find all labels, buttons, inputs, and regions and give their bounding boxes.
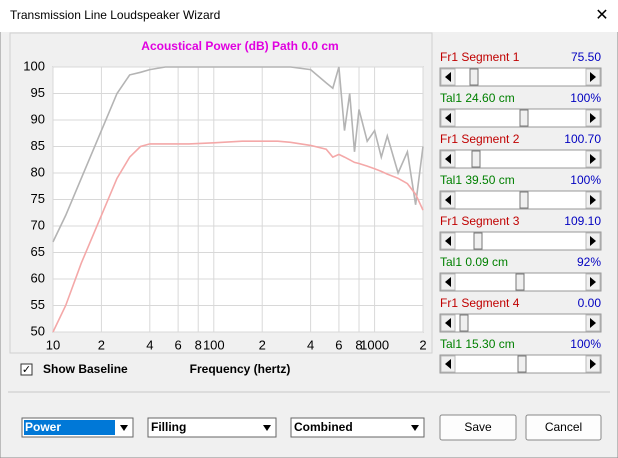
slider-label: Fr1 Segment 2 bbox=[440, 132, 520, 146]
dropdown[interactable] bbox=[290, 417, 425, 438]
x-axis-label: Frequency (hertz) bbox=[190, 362, 291, 376]
slider-thumb[interactable] bbox=[459, 314, 469, 332]
y-tick-label: 80 bbox=[31, 164, 45, 179]
slider-label: Fr1 Segment 1 bbox=[440, 50, 520, 64]
arrow-icon bbox=[590, 72, 596, 82]
arrow-icon bbox=[445, 72, 451, 82]
slider-label: Fr1 Segment 3 bbox=[440, 214, 520, 228]
y-tick-label: 85 bbox=[31, 138, 45, 153]
slider-value: 75.50 bbox=[571, 50, 601, 64]
x-tick-label: 8 bbox=[195, 337, 202, 352]
slider-value: 100% bbox=[570, 173, 601, 187]
dropdown-value: Combined bbox=[294, 420, 353, 434]
y-tick-label: 70 bbox=[31, 217, 45, 232]
arrow-icon bbox=[445, 113, 451, 123]
slider-label: Tal1 39.50 cm bbox=[440, 173, 515, 187]
x-tick-label: 100 bbox=[203, 337, 225, 352]
x-tick-label: 6 bbox=[175, 337, 182, 352]
slider-thumb[interactable] bbox=[471, 150, 481, 168]
x-tick-label: 2 bbox=[98, 337, 105, 352]
slider-label: Fr1 Segment 4 bbox=[440, 296, 520, 310]
dropdown-arrow bbox=[120, 425, 128, 431]
arrow-icon bbox=[590, 195, 596, 205]
slider-thumb[interactable] bbox=[515, 273, 525, 291]
window-title: Transmission Line Loudspeaker Wizard bbox=[10, 8, 220, 22]
chart-title: Acoustical Power (dB) Path 0.0 cm bbox=[141, 39, 338, 53]
y-tick-label: 60 bbox=[31, 270, 45, 285]
y-tick-label: 55 bbox=[31, 297, 45, 312]
dropdown-arrow bbox=[411, 425, 419, 431]
slider-value: 100.70 bbox=[564, 132, 601, 146]
button[interactable] bbox=[439, 414, 517, 441]
dropdown-selection bbox=[24, 420, 115, 435]
x-tick-label: 2 bbox=[259, 337, 266, 352]
button[interactable] bbox=[525, 414, 602, 441]
arrow-icon bbox=[590, 236, 596, 246]
slider-track[interactable] bbox=[439, 313, 602, 333]
slider-value: 100% bbox=[570, 337, 601, 351]
y-tick-label: 50 bbox=[31, 323, 45, 338]
arrow-icon bbox=[445, 154, 451, 164]
dropdown-value: Power bbox=[25, 420, 61, 434]
dropdown-value: Filling bbox=[151, 420, 186, 434]
x-tick-label: 1000 bbox=[360, 337, 389, 352]
x-tick-label: 4 bbox=[146, 337, 153, 352]
dropdown[interactable] bbox=[147, 417, 277, 438]
slider-label: Tal1 15.30 cm bbox=[440, 337, 515, 351]
series-line bbox=[52, 140, 424, 333]
arrow-icon bbox=[590, 277, 596, 287]
arrow-icon bbox=[590, 318, 596, 328]
title-bar bbox=[0, 0, 618, 32]
arrow-icon bbox=[590, 154, 596, 164]
checkbox-label[interactable]: Show Baseline bbox=[43, 362, 128, 376]
button-label[interactable]: Save bbox=[464, 420, 492, 434]
slider-track[interactable] bbox=[439, 149, 602, 169]
series-line bbox=[52, 66, 424, 243]
slider-thumb[interactable] bbox=[517, 355, 527, 373]
slider-value: 0.00 bbox=[578, 296, 602, 310]
arrow-icon bbox=[445, 236, 451, 246]
y-tick-label: 90 bbox=[31, 111, 45, 126]
x-tick-label: 8 bbox=[355, 337, 362, 352]
slider-value: 100% bbox=[570, 91, 601, 105]
slider-thumb[interactable] bbox=[519, 191, 529, 209]
x-tick-label: 10 bbox=[46, 337, 60, 352]
arrow-icon bbox=[590, 113, 596, 123]
slider-thumb[interactable] bbox=[469, 68, 479, 86]
slider-value: 92% bbox=[577, 255, 601, 269]
slider-thumb[interactable] bbox=[519, 109, 529, 127]
dropdown-arrow bbox=[263, 425, 271, 431]
slider-value: 109.10 bbox=[564, 214, 601, 228]
arrow-icon bbox=[445, 318, 451, 328]
arrow-icon bbox=[590, 359, 596, 369]
button-label[interactable]: Cancel bbox=[545, 420, 582, 434]
slider-track[interactable] bbox=[439, 67, 602, 87]
y-tick-label: 75 bbox=[31, 191, 45, 206]
slider-track[interactable] bbox=[439, 231, 602, 251]
slider-label: Tal1 0.09 cm bbox=[440, 255, 508, 269]
arrow-icon bbox=[445, 195, 451, 205]
chart-frame bbox=[9, 32, 433, 354]
arrow-icon bbox=[445, 359, 451, 369]
slider-label: Tal1 24.60 cm bbox=[440, 91, 515, 105]
y-tick-label: 65 bbox=[31, 244, 45, 259]
x-tick-label: 2 bbox=[419, 337, 426, 352]
arrow-icon bbox=[445, 277, 451, 287]
x-tick-label: 4 bbox=[307, 337, 314, 352]
x-tick-label: 6 bbox=[335, 337, 342, 352]
close-button[interactable]: ✕ bbox=[595, 7, 608, 24]
y-tick-label: 100 bbox=[23, 58, 45, 73]
checkbox[interactable] bbox=[20, 363, 33, 376]
check-mark: ✓ bbox=[22, 364, 31, 376]
slider-thumb[interactable] bbox=[473, 232, 483, 250]
y-tick-label: 95 bbox=[31, 85, 45, 100]
